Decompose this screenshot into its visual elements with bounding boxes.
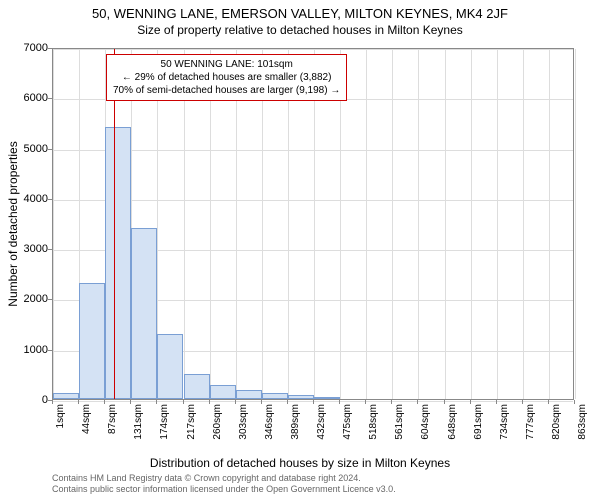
x-tick-label: 863sqm	[577, 404, 588, 454]
x-tick-label: 303sqm	[238, 404, 249, 454]
histogram-bar	[262, 393, 288, 399]
y-tick-mark	[48, 98, 52, 99]
x-tick-label: 131sqm	[133, 404, 144, 454]
histogram-bar	[53, 393, 79, 399]
y-tick-label: 6000	[8, 92, 48, 104]
gridline-v	[471, 49, 472, 399]
x-tick-label: 44sqm	[81, 404, 92, 454]
x-tick-label: 691sqm	[473, 404, 484, 454]
y-tick-label: 0	[8, 394, 48, 406]
gridline-v	[288, 49, 289, 399]
histogram-bar	[105, 127, 131, 399]
gridline-v	[340, 49, 341, 399]
x-tick-mark	[209, 400, 210, 404]
x-tick-mark	[339, 400, 340, 404]
x-tick-mark	[365, 400, 366, 404]
x-tick-label: 174sqm	[159, 404, 170, 454]
x-tick-label: 820sqm	[551, 404, 562, 454]
histogram-bar	[210, 385, 236, 399]
x-tick-label: 475sqm	[342, 404, 353, 454]
histogram-bar	[184, 374, 210, 399]
x-tick-mark	[52, 400, 53, 404]
x-tick-mark	[391, 400, 392, 404]
gridline-v	[236, 49, 237, 399]
histogram-bar	[314, 397, 340, 399]
gridline-v	[262, 49, 263, 399]
x-tick-label: 260sqm	[212, 404, 223, 454]
gridline-v	[445, 49, 446, 399]
x-tick-mark	[183, 400, 184, 404]
gridline-v	[418, 49, 419, 399]
gridline-v	[366, 49, 367, 399]
x-tick-label: 87sqm	[107, 404, 118, 454]
y-tick-mark	[48, 299, 52, 300]
x-tick-mark	[104, 400, 105, 404]
gridline-v	[184, 49, 185, 399]
histogram-bar	[157, 334, 183, 399]
y-tick-mark	[48, 48, 52, 49]
x-tick-label: 604sqm	[420, 404, 431, 454]
gridline-v	[53, 49, 54, 399]
y-tick-label: 4000	[8, 193, 48, 205]
y-tick-mark	[48, 149, 52, 150]
x-tick-label: 734sqm	[499, 404, 510, 454]
x-tick-mark	[548, 400, 549, 404]
footer-line2: Contains public sector information licen…	[52, 484, 396, 496]
x-tick-mark	[470, 400, 471, 404]
x-tick-label: 777sqm	[525, 404, 536, 454]
y-tick-label: 7000	[8, 42, 48, 54]
histogram-bar	[131, 228, 157, 399]
x-tick-mark	[287, 400, 288, 404]
gridline-v	[392, 49, 393, 399]
chart-subtitle: Size of property relative to detached ho…	[0, 21, 600, 37]
annotation-line1: 50 WENNING LANE: 101sqm	[113, 58, 340, 71]
y-tick-mark	[48, 249, 52, 250]
x-tick-mark	[130, 400, 131, 404]
x-tick-label: 561sqm	[394, 404, 405, 454]
histogram-bar	[288, 395, 314, 399]
histogram-bar	[79, 283, 105, 399]
x-tick-label: 346sqm	[264, 404, 275, 454]
gridline-v	[549, 49, 550, 399]
footer-attribution: Contains HM Land Registry data © Crown c…	[52, 473, 396, 496]
x-axis-label: Distribution of detached houses by size …	[0, 456, 600, 470]
x-tick-mark	[417, 400, 418, 404]
annotation-line3: 70% of semi-detached houses are larger (…	[113, 84, 340, 97]
histogram-bar	[236, 390, 262, 399]
x-tick-label: 1sqm	[55, 404, 66, 454]
x-tick-mark	[78, 400, 79, 404]
annotation-line2: ← 29% of detached houses are smaller (3,…	[113, 71, 340, 84]
x-tick-label: 648sqm	[447, 404, 458, 454]
gridline-v	[497, 49, 498, 399]
y-tick-mark	[48, 350, 52, 351]
gridline-v	[210, 49, 211, 399]
footer-line1: Contains HM Land Registry data © Crown c…	[52, 473, 396, 485]
gridline-v	[314, 49, 315, 399]
x-tick-mark	[496, 400, 497, 404]
reference-line	[114, 49, 115, 399]
x-tick-mark	[235, 400, 236, 404]
x-tick-mark	[574, 400, 575, 404]
gridline-v	[523, 49, 524, 399]
y-tick-label: 3000	[8, 243, 48, 255]
x-tick-mark	[522, 400, 523, 404]
y-tick-label: 5000	[8, 143, 48, 155]
x-tick-label: 432sqm	[316, 404, 327, 454]
x-tick-label: 217sqm	[186, 404, 197, 454]
y-tick-label: 1000	[8, 344, 48, 356]
y-tick-mark	[48, 199, 52, 200]
gridline-v	[575, 49, 576, 399]
y-axis-label: Number of detached properties	[6, 141, 20, 306]
x-tick-label: 518sqm	[368, 404, 379, 454]
annotation-box: 50 WENNING LANE: 101sqm ← 29% of detache…	[106, 54, 347, 101]
x-tick-mark	[313, 400, 314, 404]
chart-title: 50, WENNING LANE, EMERSON VALLEY, MILTON…	[0, 0, 600, 21]
x-tick-mark	[156, 400, 157, 404]
x-tick-label: 389sqm	[290, 404, 301, 454]
x-tick-mark	[261, 400, 262, 404]
x-tick-mark	[444, 400, 445, 404]
y-tick-label: 2000	[8, 293, 48, 305]
